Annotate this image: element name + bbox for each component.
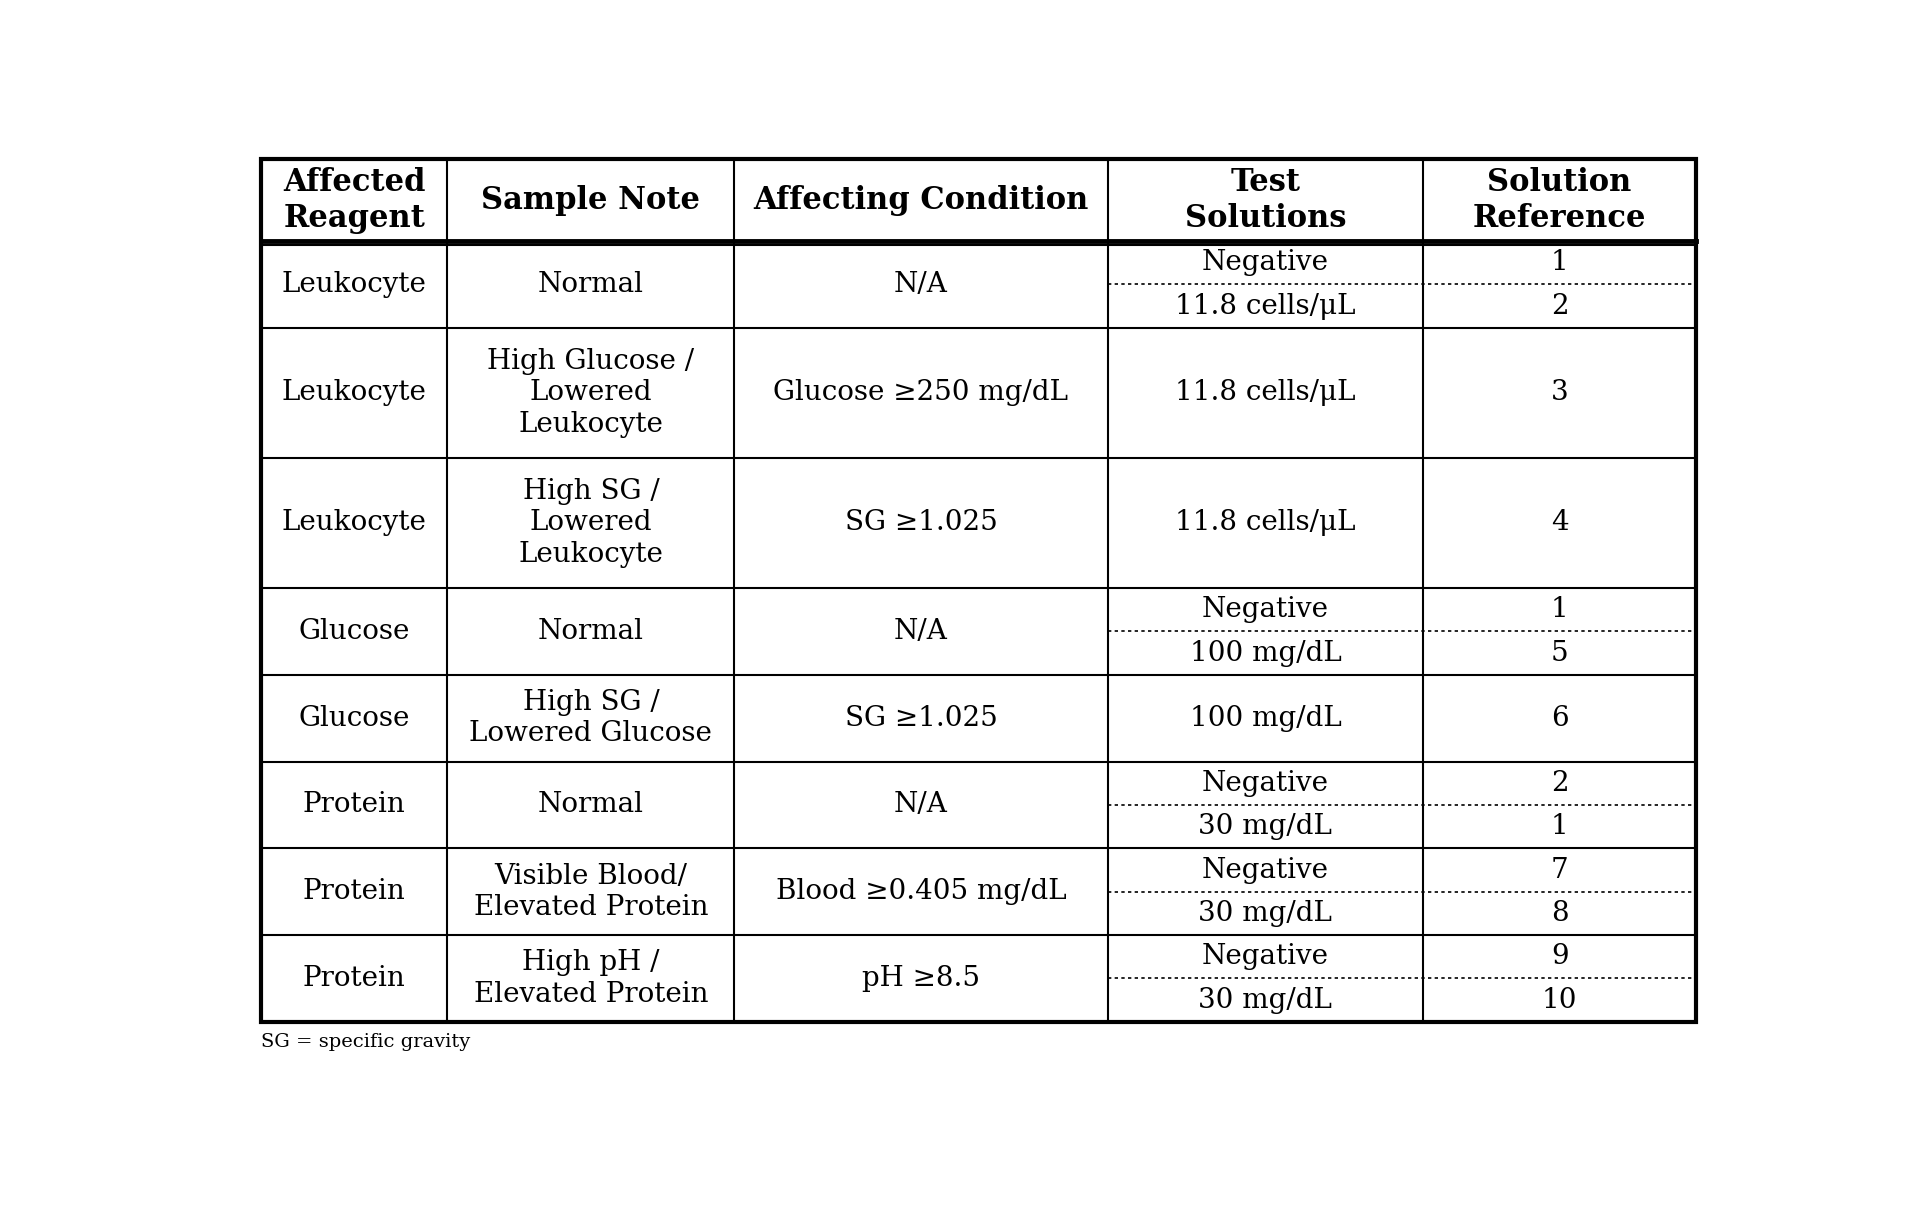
Text: 100 mg/dL: 100 mg/dL — [1189, 705, 1342, 731]
Text: 11.8 cells/μL: 11.8 cells/μL — [1176, 510, 1355, 536]
Text: pH ≥8.5: pH ≥8.5 — [863, 965, 979, 992]
Text: Leukocyte: Leukocyte — [283, 271, 426, 298]
Text: Protein: Protein — [304, 965, 405, 992]
Text: Affecting Condition: Affecting Condition — [754, 184, 1088, 216]
Text: SG ≥1.025: SG ≥1.025 — [844, 705, 996, 731]
Text: SG = specific gravity: SG = specific gravity — [262, 1033, 470, 1051]
Text: Negative: Negative — [1203, 856, 1329, 884]
Text: 4: 4 — [1550, 510, 1569, 536]
Text: Negative: Negative — [1203, 943, 1329, 970]
Text: 7: 7 — [1550, 856, 1569, 884]
Text: Visible Blood/
Elevated Protein: Visible Blood/ Elevated Protein — [473, 862, 708, 920]
Text: High SG /
Lowered Glucose: High SG / Lowered Glucose — [470, 689, 712, 747]
Text: Blood ≥0.405 mg/dL: Blood ≥0.405 mg/dL — [775, 878, 1067, 905]
Text: Glucose ≥250 mg/dL: Glucose ≥250 mg/dL — [773, 379, 1069, 407]
Text: 1: 1 — [1550, 596, 1569, 624]
Text: High SG /
Lowered
Leukocyte: High SG / Lowered Leukocyte — [519, 478, 662, 568]
Text: Solution
Reference: Solution Reference — [1474, 167, 1646, 234]
Text: 100 mg/dL: 100 mg/dL — [1189, 639, 1342, 666]
Text: 1: 1 — [1550, 813, 1569, 840]
Text: Protein: Protein — [304, 792, 405, 819]
Text: 6: 6 — [1550, 705, 1569, 731]
Text: N/A: N/A — [893, 271, 949, 298]
Text: Leukocyte: Leukocyte — [283, 379, 426, 407]
Text: Test
Solutions: Test Solutions — [1185, 167, 1346, 234]
Text: 10: 10 — [1542, 987, 1577, 1014]
Text: 8: 8 — [1550, 900, 1569, 926]
Text: High Glucose /
Lowered
Leukocyte: High Glucose / Lowered Leukocyte — [487, 348, 695, 437]
Text: Sample Note: Sample Note — [481, 184, 701, 216]
Text: Negative: Negative — [1203, 249, 1329, 276]
Text: N/A: N/A — [893, 618, 949, 645]
Text: 11.8 cells/μL: 11.8 cells/μL — [1176, 379, 1355, 407]
Text: 2: 2 — [1550, 293, 1569, 320]
Text: 30 mg/dL: 30 mg/dL — [1199, 987, 1332, 1014]
Text: Negative: Negative — [1203, 770, 1329, 797]
Text: 3: 3 — [1550, 379, 1569, 407]
Text: Glucose: Glucose — [298, 705, 410, 731]
Text: 2: 2 — [1550, 770, 1569, 797]
Text: 30 mg/dL: 30 mg/dL — [1199, 813, 1332, 840]
Text: Negative: Negative — [1203, 596, 1329, 624]
Text: Normal: Normal — [538, 618, 643, 645]
Text: Affected
Reagent: Affected Reagent — [283, 167, 426, 234]
Text: 1: 1 — [1550, 249, 1569, 276]
Text: 5: 5 — [1550, 639, 1569, 666]
Text: 11.8 cells/μL: 11.8 cells/μL — [1176, 293, 1355, 320]
Text: Protein: Protein — [304, 878, 405, 905]
Text: Glucose: Glucose — [298, 618, 410, 645]
Text: Normal: Normal — [538, 792, 643, 819]
Text: High pH /
Elevated Protein: High pH / Elevated Protein — [473, 949, 708, 1008]
Text: Leukocyte: Leukocyte — [283, 510, 426, 536]
Text: Normal: Normal — [538, 271, 643, 298]
Text: 9: 9 — [1550, 943, 1569, 970]
Text: SG ≥1.025: SG ≥1.025 — [844, 510, 996, 536]
Text: 30 mg/dL: 30 mg/dL — [1199, 900, 1332, 926]
Text: N/A: N/A — [893, 792, 949, 819]
